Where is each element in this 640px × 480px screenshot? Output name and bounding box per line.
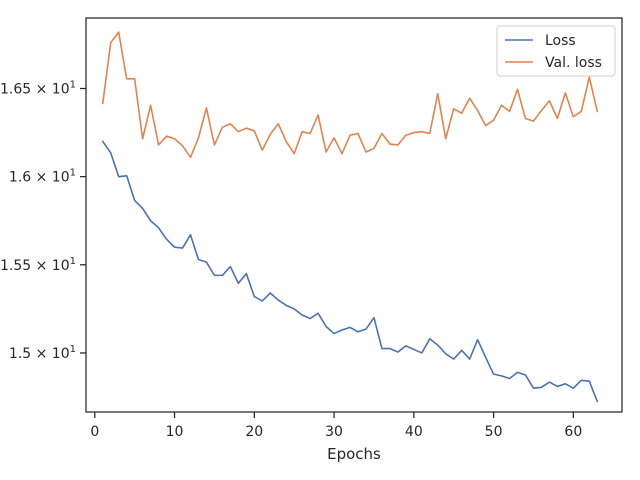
legend-label-0: Loss bbox=[545, 33, 576, 49]
x-tick-label: 60 bbox=[564, 424, 582, 440]
y-tick-label: 1.55 × 101 bbox=[0, 256, 76, 274]
x-ticks: 0 10 20 30 40 50 60 bbox=[90, 412, 582, 440]
series-layer bbox=[101, 31, 599, 403]
series-line-1 bbox=[101, 31, 599, 159]
axes-frame bbox=[85, 17, 623, 413]
legend-label-1: Val. loss bbox=[545, 55, 602, 71]
series-line-0 bbox=[101, 140, 599, 403]
legend-box bbox=[496, 25, 616, 77]
x-tick-label: 30 bbox=[325, 424, 343, 440]
y-ticks: 1.5 × 101 1.55 × 101 1.6 × 101 1.65 × 101 bbox=[0, 80, 86, 362]
x-tick-label: 20 bbox=[245, 424, 263, 440]
y-tick-label: 1.5 × 101 bbox=[9, 344, 76, 362]
x-axis-label: Epochs bbox=[327, 445, 381, 463]
y-tick-label: 1.65 × 101 bbox=[0, 80, 76, 98]
x-tick-label: 0 bbox=[90, 424, 99, 440]
x-tick-label: 40 bbox=[405, 424, 423, 440]
x-tick-label: 10 bbox=[166, 424, 184, 440]
legend: Loss Val. loss bbox=[496, 25, 616, 77]
x-tick-label: 50 bbox=[485, 424, 503, 440]
y-tick-label: 1.6 × 101 bbox=[9, 168, 76, 186]
